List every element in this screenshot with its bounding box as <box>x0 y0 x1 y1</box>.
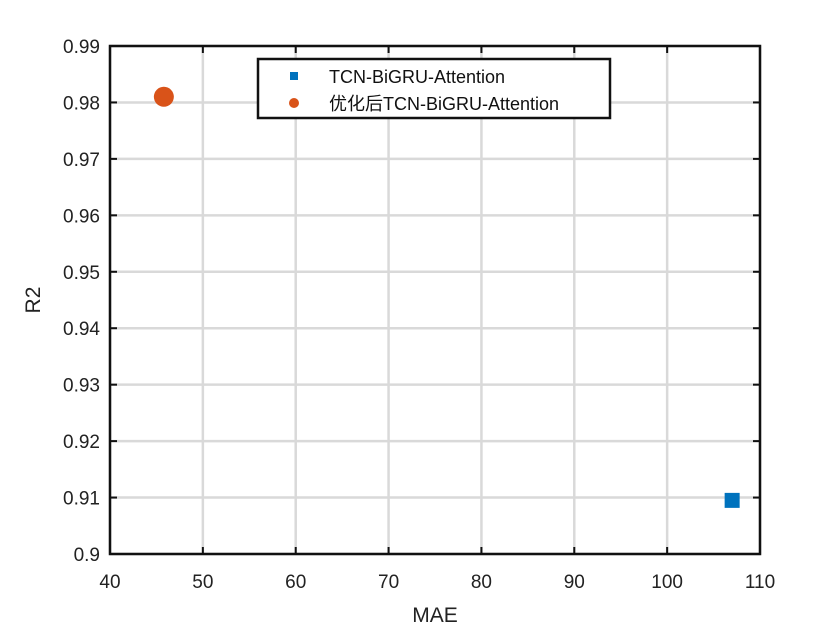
y-tick-label: 0.91 <box>63 489 100 510</box>
legend-label-series-1: TCN-BiGRU-Attention <box>329 67 505 87</box>
legend-marker-circle <box>289 98 299 108</box>
x-tick-label: 80 <box>471 572 492 593</box>
y-tick-label: 0.9 <box>74 545 100 566</box>
legend: TCN-BiGRU-Attention 优化后TCN-BiGRU-Attenti… <box>256 57 612 120</box>
y-tick-label: 0.94 <box>63 319 100 340</box>
x-tick-label: 40 <box>99 572 120 593</box>
y-tick-label: 0.92 <box>63 432 100 453</box>
grid-lines <box>108 44 762 556</box>
y-axis-title: R2 <box>22 287 45 314</box>
data-points <box>153 86 740 508</box>
legend-marker-square <box>290 72 298 80</box>
y-tick-label: 0.95 <box>63 263 100 284</box>
y-tick-label: 0.97 <box>63 150 100 171</box>
legend-label-series-2: 优化后TCN-BiGRU-Attention <box>329 94 559 114</box>
x-tick-label: 60 <box>285 572 306 593</box>
data-point-circle <box>153 86 174 107</box>
x-tick-label: 100 <box>651 572 683 593</box>
x-tick-label: 110 <box>745 572 775 593</box>
plot-frame <box>108 44 762 556</box>
y-tick-labels: 0.9 0.91 0.92 0.93 0.94 0.95 0.96 0.97 0.98 0.99 <box>63 37 100 566</box>
data-point-square <box>724 492 740 508</box>
y-tick-label: 0.96 <box>63 206 100 227</box>
x-tick-label: 70 <box>378 572 399 593</box>
y-tick-label: 0.98 <box>63 93 100 114</box>
x-tick-label: 50 <box>192 572 213 593</box>
legend-box <box>256 57 612 120</box>
y-tick-label: 0.99 <box>63 37 100 58</box>
axis-ticks <box>109 45 761 555</box>
x-axis-title: MAE <box>412 604 458 627</box>
x-tick-label: 90 <box>564 572 585 593</box>
y-tick-label: 0.93 <box>63 376 100 397</box>
x-tick-labels: 40 50 60 70 80 90 100 110 <box>99 572 775 593</box>
